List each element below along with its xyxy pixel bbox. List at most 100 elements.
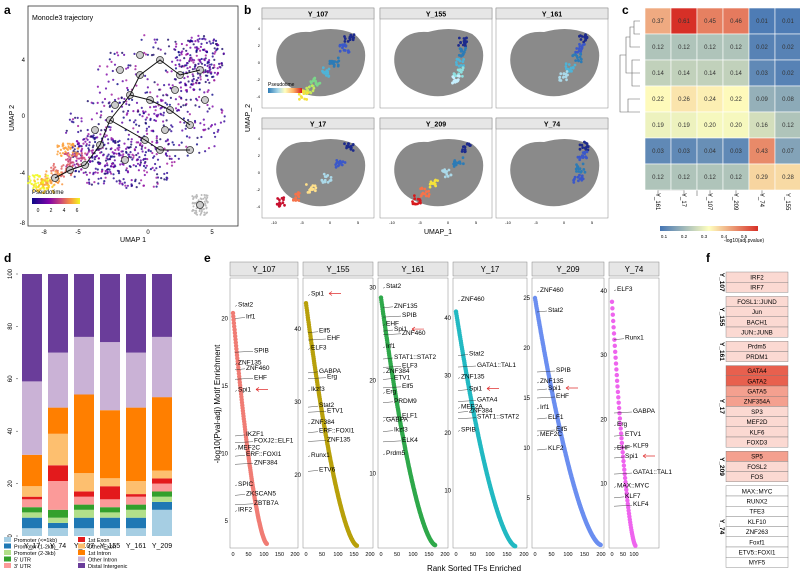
umap-cell <box>138 113 141 116</box>
scatter-point-label: Stat2 <box>238 301 254 308</box>
umap-traj-cell <box>455 63 458 67</box>
tf-name: Foxf1 <box>749 539 765 546</box>
umap-cell <box>204 69 207 72</box>
scatter-label-leader <box>307 470 319 472</box>
umap-cell <box>117 172 121 175</box>
umap-cell <box>90 135 93 138</box>
umap-cell <box>145 171 149 174</box>
umap-cell <box>132 110 135 113</box>
umap-cell <box>86 135 89 138</box>
umap-cell <box>142 164 146 168</box>
tf-name: FOSL1::JUND <box>737 299 777 306</box>
umap-traj-cell <box>343 37 347 40</box>
umap-cell <box>144 166 147 169</box>
umap-cell <box>128 153 131 156</box>
umap-cell <box>143 34 146 37</box>
umap-cell <box>163 178 166 181</box>
umap-traj-cell <box>305 86 309 90</box>
stacked-bar-segment <box>74 504 94 510</box>
heatmap-value: 0.12 <box>704 175 716 181</box>
panel-b-xtick: 0 <box>329 220 332 225</box>
scatter-point-label: KLF4 <box>633 501 649 508</box>
umap-cell <box>129 151 132 154</box>
umap-thumb-title: Y_155 <box>426 12 446 19</box>
umap-cell <box>208 59 211 62</box>
umap-traj-cell <box>585 35 589 39</box>
umap-cell <box>216 47 219 50</box>
umap-traj-cell <box>305 183 308 186</box>
umap-cell <box>107 142 110 145</box>
tf-name: MEF2D <box>747 419 769 426</box>
trajectory-node <box>136 51 144 59</box>
scatter-label-leader <box>382 392 386 394</box>
umap-cell <box>117 148 120 151</box>
scatter-label-leader <box>307 294 311 296</box>
umap-cell <box>206 64 209 68</box>
scatter-point <box>432 542 438 548</box>
scatter-point <box>616 405 622 411</box>
umap-traj-cell <box>585 150 589 154</box>
scatter-xtick: 50 <box>470 552 476 558</box>
umap-cell <box>141 115 144 118</box>
pseudotime-colorbar <box>32 198 80 204</box>
umap-cell <box>135 123 138 126</box>
umap-cell <box>153 155 156 158</box>
umap-cell <box>169 96 172 99</box>
umap-cell <box>195 196 198 199</box>
umap-cell <box>122 116 125 119</box>
umap-cell <box>206 200 208 203</box>
scatter-label-leader <box>307 348 311 350</box>
scatter-point-label: Elf5 <box>402 383 414 390</box>
scatter-point-label: Ikzf3 <box>394 427 408 434</box>
scatter-point <box>611 331 617 336</box>
umap-cell <box>163 172 166 175</box>
umap-cell <box>43 187 46 190</box>
heatmap-col-label: Y_155 <box>784 193 790 211</box>
umap-cell <box>126 88 129 92</box>
scatter-point-label: ZNF460 <box>402 330 426 337</box>
umap-cell <box>145 116 149 119</box>
legend-tick: 2 <box>50 208 53 214</box>
umap-cell <box>104 159 108 162</box>
umap-cell <box>198 105 201 108</box>
scatter-ytick: 30 <box>294 400 301 406</box>
stacked-bar-segment <box>22 517 42 529</box>
scatter-xtick: 0 <box>610 552 613 558</box>
umap-cell <box>28 181 31 184</box>
umap-cell <box>98 91 101 94</box>
umap-traj-cell <box>343 142 346 146</box>
umap-cell <box>176 59 179 62</box>
umap-thumb-body <box>394 28 484 97</box>
umap-cell <box>193 67 196 70</box>
umap-cell <box>194 212 197 215</box>
scatter-label-leader <box>307 411 327 413</box>
umap-traj-cell <box>352 33 356 37</box>
umap-cell <box>130 184 133 188</box>
umap-cell <box>164 52 167 55</box>
umap-cell <box>99 116 102 119</box>
umap-cell <box>87 148 91 152</box>
umap-traj-cell <box>315 83 319 87</box>
umap-cell <box>103 143 106 146</box>
scatter-xtick: 200 <box>596 552 605 558</box>
heatmap-cell <box>696 59 724 87</box>
scatter-ytick: 25 <box>523 296 530 302</box>
umap-cell <box>49 179 52 182</box>
heatmap-cell <box>644 85 672 113</box>
umap-cell <box>167 38 170 41</box>
scatter-point-label: ELF3 <box>617 286 633 293</box>
umap-cell <box>191 68 194 71</box>
stacked-bar-segment <box>74 491 94 497</box>
umap-traj-cell <box>580 154 584 158</box>
umap-cell <box>86 138 89 141</box>
umap-traj-cell <box>303 97 307 101</box>
umap-cell <box>189 57 192 61</box>
tf-name: Prdm5 <box>748 344 767 351</box>
umap-cell <box>163 147 166 150</box>
umap-cell <box>190 36 193 39</box>
scatter-label-leader <box>382 346 386 349</box>
umap-cell <box>198 210 201 212</box>
umap-traj-cell <box>276 197 280 200</box>
umap-cell <box>192 61 195 64</box>
